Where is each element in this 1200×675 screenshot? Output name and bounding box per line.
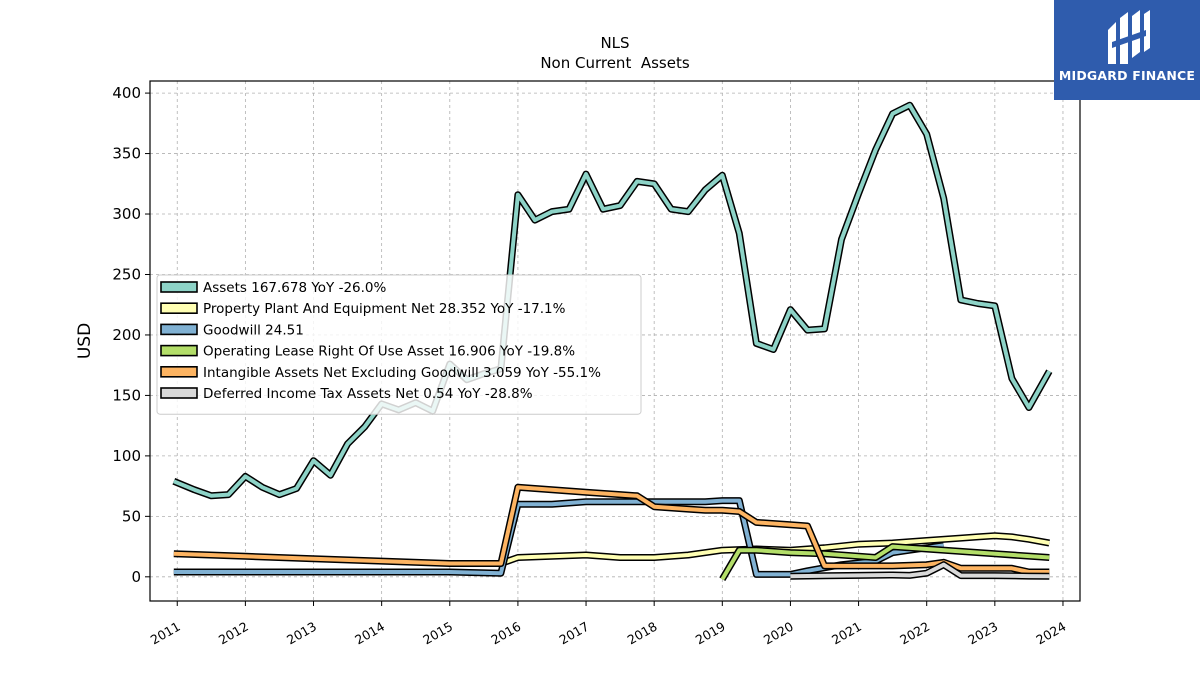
y-tick-label: 300 <box>112 205 141 223</box>
x-tick-label: 2024 <box>1033 619 1068 648</box>
legend-swatch <box>160 323 198 336</box>
brand-logo: MIDGARD FINANCE <box>1054 0 1200 100</box>
legend-swatch <box>160 387 198 399</box>
y-tick-label: 50 <box>122 507 141 525</box>
y-tick-label: 400 <box>112 84 141 102</box>
brand-name: MIDGARD FINANCE <box>1058 68 1196 83</box>
x-tick-label: 2011 <box>148 619 183 648</box>
y-tick-label: 100 <box>112 447 141 465</box>
x-tick-label: 2023 <box>965 619 1000 648</box>
x-tick-label: 2014 <box>352 619 387 648</box>
y-tick-label: 250 <box>112 265 141 283</box>
y-tick-label: 150 <box>112 386 141 404</box>
x-tick-label: 2015 <box>420 619 455 648</box>
x-tick-label: 2017 <box>556 619 591 648</box>
legend-label: Property Plant And Equipment Net 28.352 … <box>203 301 566 317</box>
x-tick-label: 2013 <box>284 619 319 648</box>
y-tick-label: 200 <box>112 326 141 344</box>
legend-box <box>156 274 642 415</box>
y-tick-label: 350 <box>112 145 141 163</box>
legend-label: Assets 167.678 YoY -26.0% <box>203 280 387 296</box>
legend-label: Goodwill 24.51 <box>203 322 304 338</box>
chart-subtitle: Non Current Assets <box>540 54 690 72</box>
x-tick-label: 2016 <box>488 619 523 648</box>
x-tick-label: 2018 <box>625 619 660 648</box>
x-tick-label: 2022 <box>897 619 932 648</box>
legend-swatch <box>160 344 198 357</box>
x-tick-label: 2012 <box>216 619 251 648</box>
legend: Assets 167.678 YoY -26.0% Property Plant … <box>156 274 642 415</box>
series-line-3 <box>720 544 1050 581</box>
plot-frame <box>149 80 1081 602</box>
mf-monogram-icon <box>1108 10 1150 64</box>
series-line-1 <box>500 533 1050 566</box>
legend-label: Intangible Assets Net Excluding Goodwill… <box>203 365 601 381</box>
legend-label: Deferred Income Tax Assets Net 0.54 YoY … <box>203 386 533 402</box>
x-tick-label: 2019 <box>693 619 728 648</box>
legend-label: Operating Lease Right Of Use Asset 16.90… <box>203 344 575 360</box>
legend-swatch <box>160 302 198 315</box>
x-tick-label: 2020 <box>761 619 796 648</box>
y-axis-label: USD <box>75 323 95 359</box>
chart-title: NLS <box>600 34 629 52</box>
series-line-5 <box>790 562 1050 579</box>
series-line-0 <box>173 103 1052 498</box>
series-layer <box>172 101 1053 581</box>
legend-swatch <box>160 365 198 378</box>
x-tick-label: 2021 <box>829 619 864 648</box>
y-tick-label: 0 <box>131 568 141 586</box>
legend-swatch <box>160 281 198 293</box>
